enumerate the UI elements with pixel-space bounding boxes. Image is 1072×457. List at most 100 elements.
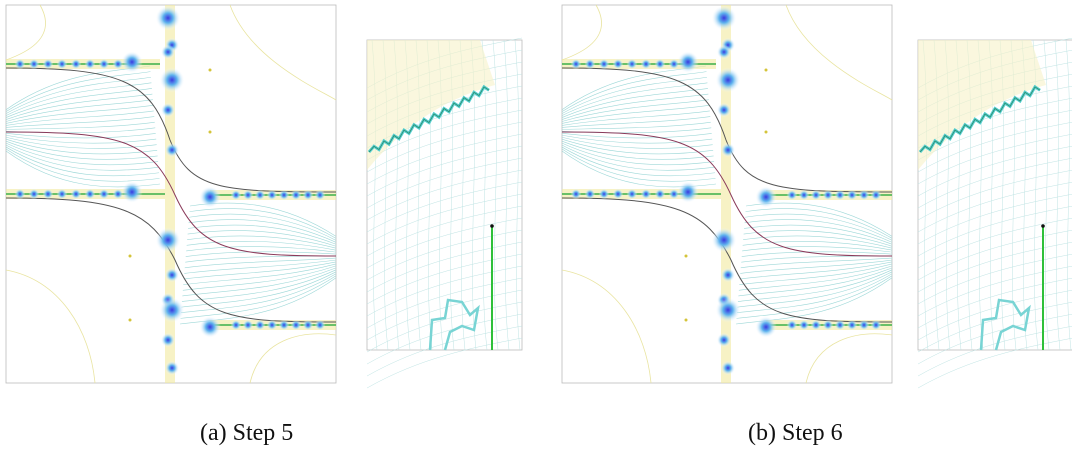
charge-dot bbox=[655, 59, 666, 70]
charge-dot bbox=[267, 190, 278, 201]
charge-dot bbox=[199, 186, 221, 208]
charge-dot bbox=[787, 320, 798, 331]
charge-dot bbox=[231, 320, 242, 331]
charge-dot bbox=[823, 320, 834, 331]
charge-dot bbox=[165, 268, 179, 282]
charge-dot bbox=[717, 333, 731, 347]
charge-dot bbox=[43, 189, 54, 200]
main-plot bbox=[562, 5, 892, 383]
charge-dot bbox=[721, 361, 735, 375]
charge-dot bbox=[711, 227, 736, 252]
charge-dot bbox=[15, 59, 26, 70]
charge-dot bbox=[99, 189, 110, 200]
charge-dot bbox=[585, 59, 596, 70]
small-dot bbox=[765, 69, 768, 72]
needle-tip bbox=[490, 224, 494, 228]
charge-dot bbox=[57, 59, 68, 70]
charge-dot bbox=[787, 190, 798, 201]
charge-dot bbox=[571, 189, 582, 200]
charge-dot bbox=[613, 189, 624, 200]
small-dot bbox=[129, 319, 132, 322]
charge-dot bbox=[303, 190, 314, 201]
charge-dot bbox=[585, 189, 596, 200]
caption-a: (a) Step 5 bbox=[200, 420, 293, 447]
charge-dot bbox=[627, 59, 638, 70]
small-dot bbox=[685, 319, 688, 322]
small-dot bbox=[685, 255, 688, 258]
charge-dot bbox=[871, 190, 882, 201]
charge-dot bbox=[599, 189, 610, 200]
charge-dot bbox=[835, 320, 846, 331]
charge-dot bbox=[255, 320, 266, 331]
needle-tip bbox=[1041, 224, 1045, 228]
charge-dot bbox=[811, 320, 822, 331]
charge-dot bbox=[85, 59, 96, 70]
charge-dot bbox=[835, 190, 846, 201]
small-dot bbox=[765, 131, 768, 134]
charge-dot bbox=[231, 190, 242, 201]
charge-dot bbox=[303, 320, 314, 331]
small-dot bbox=[209, 69, 212, 72]
charge-dot bbox=[255, 190, 266, 201]
charge-dot bbox=[847, 320, 858, 331]
charge-dot bbox=[859, 190, 870, 201]
charge-dot bbox=[159, 67, 184, 92]
charge-dot bbox=[627, 189, 638, 200]
charge-dot bbox=[155, 227, 180, 252]
charge-dot bbox=[715, 297, 740, 322]
charge-dot bbox=[15, 189, 26, 200]
charge-dot bbox=[161, 103, 175, 117]
charge-dot bbox=[291, 190, 302, 201]
main-plot bbox=[6, 5, 336, 383]
charge-dot bbox=[717, 45, 731, 59]
charge-dot bbox=[721, 268, 735, 282]
charge-dot bbox=[315, 190, 326, 201]
charge-dot bbox=[159, 297, 184, 322]
charge-dot bbox=[29, 59, 40, 70]
charge-dot bbox=[29, 189, 40, 200]
charge-dot bbox=[799, 190, 810, 201]
charge-dot bbox=[599, 59, 610, 70]
charge-dot bbox=[165, 143, 179, 157]
charge-dot bbox=[715, 67, 740, 92]
charge-dot bbox=[243, 320, 254, 331]
charge-dot bbox=[155, 5, 180, 30]
charge-dot bbox=[121, 51, 143, 73]
charge-dot bbox=[613, 59, 624, 70]
charge-dot bbox=[859, 320, 870, 331]
charge-dot bbox=[121, 181, 143, 203]
charge-dot bbox=[279, 320, 290, 331]
charge-dot bbox=[823, 190, 834, 201]
charge-dot bbox=[571, 59, 582, 70]
charge-dot bbox=[161, 333, 175, 347]
charge-dot bbox=[71, 59, 82, 70]
charge-dot bbox=[677, 51, 699, 73]
charge-dot bbox=[755, 186, 777, 208]
charge-dot bbox=[85, 189, 96, 200]
figure-panels bbox=[0, 0, 1072, 400]
charge-dot bbox=[279, 190, 290, 201]
charge-dot bbox=[161, 45, 175, 59]
charge-dot bbox=[847, 190, 858, 201]
charge-dot bbox=[755, 316, 777, 338]
charge-dot bbox=[99, 59, 110, 70]
charge-dot bbox=[71, 189, 82, 200]
charge-dot bbox=[811, 190, 822, 201]
charge-dot bbox=[655, 189, 666, 200]
charge-dot bbox=[641, 189, 652, 200]
charge-dot bbox=[721, 143, 735, 157]
small-dot bbox=[209, 131, 212, 134]
small-dot bbox=[129, 255, 132, 258]
charge-dot bbox=[641, 59, 652, 70]
charge-dot bbox=[199, 316, 221, 338]
charge-dot bbox=[677, 181, 699, 203]
charge-dot bbox=[717, 103, 731, 117]
caption-b: (b) Step 6 bbox=[748, 420, 843, 447]
page: (a) Step 5 (b) Step 6 (() => { const dat… bbox=[0, 0, 1072, 457]
charge-dot bbox=[43, 59, 54, 70]
charge-dot bbox=[315, 320, 326, 331]
charge-dot bbox=[57, 189, 68, 200]
charge-dot bbox=[291, 320, 302, 331]
charge-dot bbox=[243, 190, 254, 201]
zoom-plot bbox=[367, 38, 522, 388]
